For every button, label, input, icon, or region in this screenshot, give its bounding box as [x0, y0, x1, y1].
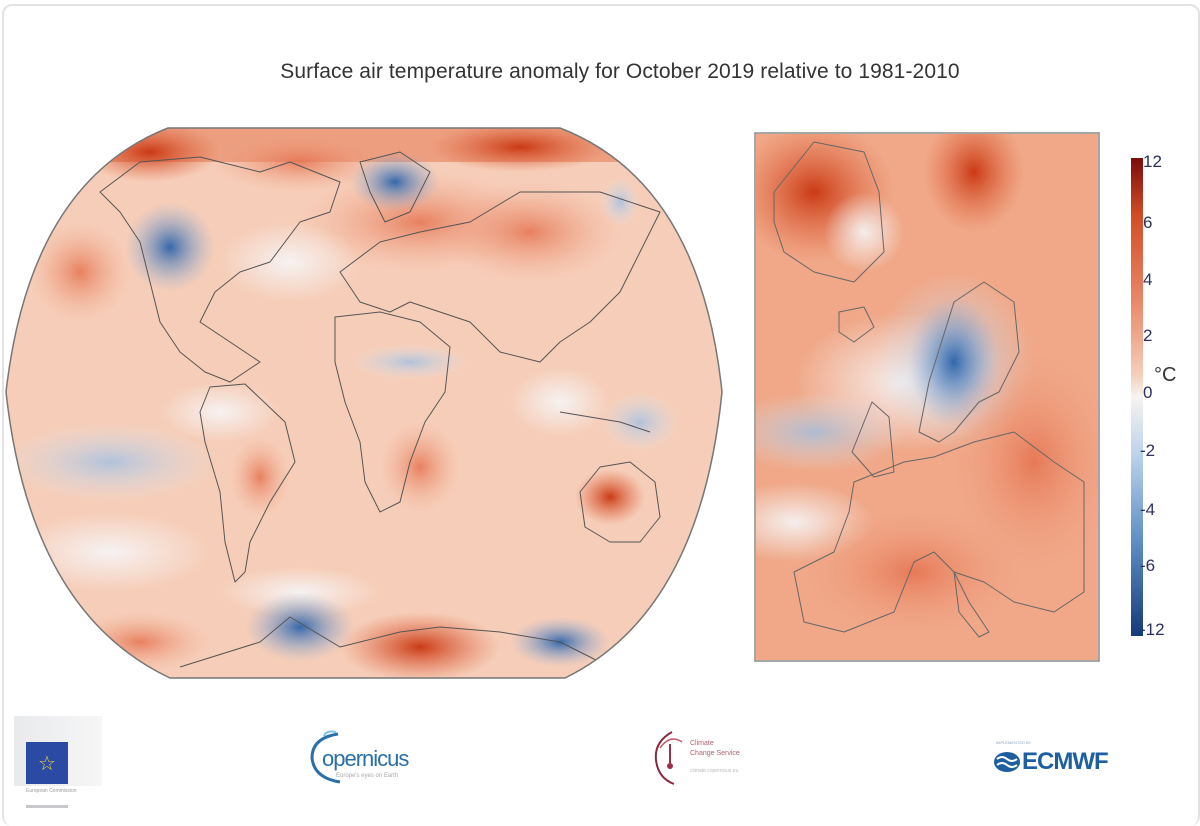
- copernicus-tagline: Europe's eyes on Earth: [336, 773, 399, 779]
- figure-title: Surface air temperature anomaly for Octo…: [280, 60, 960, 83]
- copernicus-logo: opernicus Europe's eyes on Earth: [306, 730, 436, 790]
- c3s-logo: Climate Change Service climate.copernicu…: [650, 728, 790, 788]
- colorbar-unit: °C: [1154, 364, 1177, 386]
- scandinavia-outline: [918, 281, 1020, 443]
- colorbar-tick-neg4: -4: [1140, 500, 1156, 519]
- c3s-line2: Change Service: [690, 750, 740, 757]
- north-america-outline: [99, 156, 341, 383]
- colorbar-tick-6: 6: [1143, 213, 1153, 232]
- greenland-outline: [359, 151, 431, 223]
- indonesia-outline: [559, 411, 651, 433]
- colorbar-tick-2: 2: [1143, 326, 1153, 345]
- antarctica-outline: [179, 616, 601, 668]
- mainland-europe-outline: [793, 431, 1085, 633]
- c3s-line1: Climate: [690, 740, 714, 747]
- colorbar: [1131, 158, 1143, 636]
- ecmwf-logo: IMPLEMENTED BY ECMWF: [990, 740, 1120, 790]
- colorbar-gradient: [1131, 158, 1143, 636]
- eurasia-outline: [339, 191, 661, 363]
- colorbar-tick-neg12: -12: [1140, 620, 1165, 639]
- ecmwf-prefix: IMPLEMENTED BY: [996, 740, 1032, 745]
- australia-outline: [579, 461, 661, 543]
- africa-outline: [334, 311, 451, 513]
- italy-outline: [953, 571, 990, 638]
- colorbar-tick-0: 0: [1143, 383, 1153, 402]
- south-america-outline: [199, 383, 296, 583]
- ecmwf-text: ECMWF: [1022, 748, 1109, 775]
- european-commission-text: European Commission: [26, 788, 77, 794]
- uk-outline: [851, 401, 895, 478]
- european-commission-logo: ☆ European Commission: [10, 716, 102, 812]
- eu-flag-icon: ☆: [26, 742, 68, 784]
- colorbar-tick-neg2: -2: [1140, 441, 1156, 460]
- world-map: [5, 127, 723, 679]
- iceland-outline: [838, 306, 875, 343]
- colorbar-tick-12: 12: [1143, 152, 1162, 171]
- c3s-url: climate.copernicus.eu: [690, 768, 739, 774]
- ecmwf-waves-icon: [994, 752, 1020, 772]
- colorbar-tick-neg6: -6: [1140, 556, 1156, 575]
- europe-map: [754, 132, 1100, 662]
- colorbar-tick-4: 4: [1143, 270, 1153, 289]
- copernicus-text: opernicus: [322, 746, 409, 771]
- page-frame: [2, 4, 1200, 826]
- greenland-outline: [773, 141, 885, 283]
